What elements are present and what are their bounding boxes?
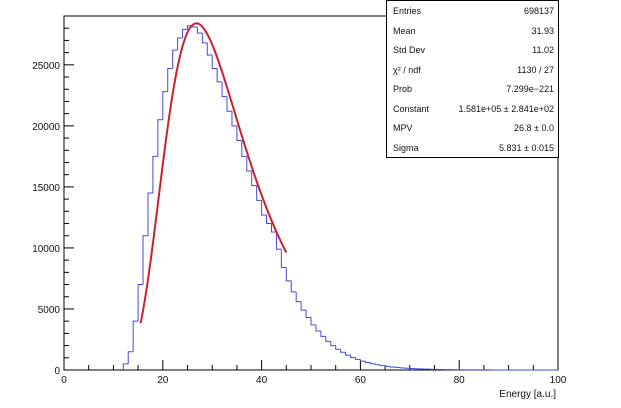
histogram-bin [389, 366, 395, 368]
histogram-bin [231, 111, 237, 127]
stats-row: MPV 26.8 ± 0.0 [393, 119, 554, 138]
stats-row-name: Sigma [393, 142, 419, 153]
histogram-bin [350, 355, 356, 358]
x-tick-label: 20 [157, 375, 169, 386]
histogram-bin [241, 140, 247, 157]
stats-row: Prob 7.299e−221 [393, 80, 554, 99]
y-tick-label: 5000 [38, 305, 61, 316]
histogram-bin [305, 310, 311, 319]
histogram-series [122, 25, 558, 371]
stats-row: Constant 1.581e+05 ± 2.841e+02 [393, 100, 554, 119]
histogram-bin [335, 345, 341, 350]
y-tick-label: 0 [54, 366, 60, 377]
histogram-bin [266, 214, 272, 225]
stats-row-name: Mean [393, 25, 416, 36]
fit-curve [139, 22, 288, 324]
histogram-bin [132, 320, 139, 352]
stats-row: Std Dev 11.02 [393, 41, 554, 60]
y-axis: 0 5000 10000 15000 20000 25000 [32, 27, 74, 377]
histogram-bin [211, 55, 218, 69]
stats-row-value: 5.831 ± 0.015 [499, 142, 554, 153]
x-tick-label: 60 [355, 375, 367, 386]
histogram-bin [142, 235, 148, 285]
histogram-bin [251, 171, 257, 187]
y-tick-label: 25000 [32, 61, 60, 72]
stats-row: Mean 31.93 [393, 22, 554, 41]
histogram-bin [216, 68, 223, 83]
histogram-bin [384, 365, 391, 367]
stats-row: χ² / ndf 1130 / 27 [393, 61, 554, 80]
stats-row-name: Entries [393, 6, 422, 16]
histogram-bin [157, 119, 163, 157]
histogram-bin [345, 352, 351, 356]
stats-box: Entries 698137 Mean 31.93 Std Dev 11.02 χ² / n… [386, 0, 559, 158]
y-tick-label: 20000 [32, 122, 60, 133]
histogram-bin [295, 291, 302, 303]
stats-row-name: MPV [393, 123, 413, 133]
stats-row-value: 26.8 ± 0.0 [514, 123, 554, 133]
stats-row: Sigma 5.831 ± 0.015 [393, 139, 554, 158]
stats-row-value: 1130 / 27 [517, 64, 554, 75]
fit-series [139, 22, 288, 324]
stats-row-name: χ² / ndf [393, 64, 421, 75]
histogram-bin [221, 81, 228, 98]
stats-row-value: 31.93 [531, 25, 554, 36]
histogram-bin [167, 67, 173, 92]
histogram-bin [325, 336, 331, 342]
histogram-bin [330, 341, 336, 347]
histogram-bin [290, 280, 297, 293]
stats-row-value: 698137 [523, 6, 554, 16]
histogram-bin [340, 349, 346, 353]
histogram-bin [285, 267, 292, 282]
y-tick-label: 10000 [32, 244, 60, 255]
histogram-bin [152, 155, 158, 193]
histogram-bin [206, 42, 213, 56]
x-tick-label: 100 [550, 375, 567, 386]
histogram-bin [137, 284, 144, 322]
histogram-bin [127, 351, 134, 364]
histogram-bin [310, 317, 316, 326]
x-tick-label: 0 [61, 375, 67, 386]
histogram-bin [122, 363, 129, 370]
x-tick-label: 40 [256, 375, 268, 386]
histogram-bin [270, 223, 277, 233]
histogram-bin [191, 25, 198, 28]
histogram-bin [236, 125, 242, 142]
histogram-bin [359, 359, 366, 362]
histogram-bin [369, 362, 376, 365]
histogram-bin [320, 330, 326, 337]
histogram-bin [162, 91, 168, 120]
histogram-bin [147, 192, 153, 236]
stats-row-name: Constant [393, 103, 430, 114]
x-axis: 0 20 40 60 80 100 [61, 360, 567, 386]
histogram-bin [315, 324, 321, 332]
histogram-bin [196, 26, 203, 34]
histogram-bin [379, 364, 386, 367]
histogram-bin [280, 249, 287, 268]
x-tick-label: 80 [454, 375, 466, 386]
histogram-bin [364, 361, 371, 364]
histogram-bin [177, 37, 183, 51]
histogram-bin [226, 96, 232, 112]
stats-row: Entries 698137 [393, 2, 554, 21]
stats-row-value: 11.02 [532, 45, 554, 55]
stats-row-name: Std Dev [393, 45, 426, 55]
histogram-bin [172, 49, 178, 69]
histogram-bin [300, 301, 307, 311]
histogram-bin [182, 28, 188, 38]
stats-row-value: 7.299e−221 [506, 84, 554, 94]
x-axis-label: Energy [a.u.] [499, 389, 556, 400]
y-tick-label: 15000 [32, 183, 60, 194]
stats-row-value: 1.581e+05 ± 2.841e+02 [458, 103, 554, 114]
histogram-bin [354, 357, 361, 360]
histogram-bin [246, 156, 252, 172]
histogram-bin [261, 200, 267, 216]
histogram-bin [201, 33, 208, 44]
histogram-bin [256, 185, 262, 201]
histogram-bin [275, 232, 282, 250]
stats-row-name: Prob [393, 84, 413, 94]
histogram-bin [374, 363, 381, 366]
